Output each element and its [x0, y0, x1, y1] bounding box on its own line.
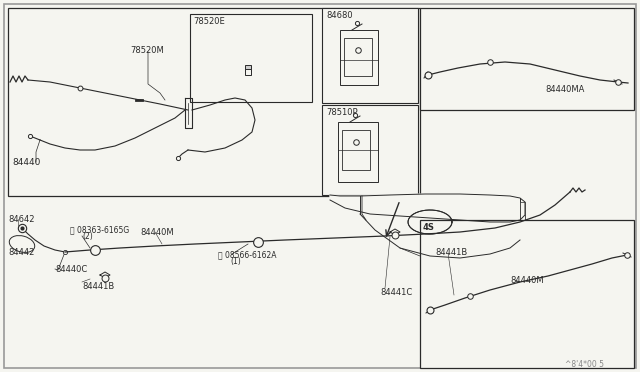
- Text: (2): (2): [82, 232, 93, 241]
- Bar: [344, 38, 372, 76]
- Bar: [322, 8, 418, 103]
- Text: 84442: 84442: [8, 248, 35, 257]
- Text: 84440M: 84440M: [510, 276, 543, 285]
- Text: 84440C: 84440C: [55, 265, 87, 274]
- Polygon shape: [408, 210, 452, 234]
- Text: ^8'4*00 5: ^8'4*00 5: [565, 360, 604, 369]
- Text: Ⓜ 08363-6165G: Ⓜ 08363-6165G: [70, 225, 129, 234]
- Text: Ⓜ 08566-6162A: Ⓜ 08566-6162A: [218, 250, 276, 259]
- Text: 78510P: 78510P: [326, 108, 358, 117]
- Polygon shape: [330, 194, 525, 222]
- Bar: [338, 122, 378, 182]
- Bar: [8, 8, 420, 196]
- Text: (1): (1): [230, 257, 241, 266]
- Bar: [190, 14, 312, 102]
- Text: 84441B: 84441B: [82, 282, 115, 291]
- Bar: [420, 220, 634, 368]
- Text: 78520E: 78520E: [193, 17, 225, 26]
- Text: 84441C: 84441C: [380, 288, 412, 297]
- Text: 84440: 84440: [12, 158, 40, 167]
- Bar: [322, 105, 418, 195]
- Bar: [520, 202, 525, 220]
- Ellipse shape: [9, 235, 35, 253]
- Bar: [340, 30, 378, 85]
- Text: 84441B: 84441B: [435, 248, 467, 257]
- Polygon shape: [360, 214, 520, 258]
- Bar: [420, 8, 634, 110]
- Text: 84440MA: 84440MA: [545, 85, 584, 94]
- Text: 84642: 84642: [8, 215, 35, 224]
- Text: 84680: 84680: [326, 11, 353, 20]
- Text: 4S: 4S: [423, 223, 435, 232]
- Text: 84440M: 84440M: [140, 228, 173, 237]
- Text: 78520M: 78520M: [130, 46, 164, 55]
- Bar: [342, 130, 370, 170]
